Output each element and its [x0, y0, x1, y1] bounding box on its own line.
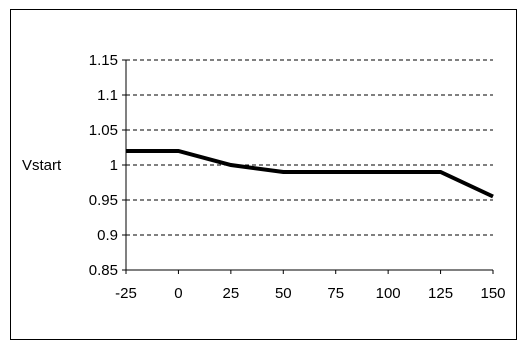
y-tick-label: 0.95 [89, 192, 118, 209]
x-tick-label: 75 [327, 285, 344, 302]
series-line [126, 149, 494, 199]
y-axis-label: Vstart [22, 157, 62, 174]
x-tick-label: 100 [376, 285, 401, 302]
x-tick-label: 150 [480, 285, 505, 302]
x-tick-label: 25 [223, 285, 240, 302]
y-tick-label: 0.9 [97, 227, 118, 244]
y-tick-label: 1.05 [89, 122, 118, 139]
y-tick-label: 0.85 [89, 262, 118, 279]
x-tick-label: 50 [275, 285, 292, 302]
y-tick-label: 1.1 [97, 87, 118, 104]
x-tick-label: -25 [115, 285, 137, 302]
chart-frame [10, 9, 517, 340]
y-tick-labels: 0.85 0.9 0.95 1 1.05 1.1 1.15 [89, 52, 118, 279]
y-tick-label: 1.15 [89, 52, 118, 69]
x-tick-label: 125 [428, 285, 453, 302]
axes [122, 59, 494, 274]
gridlines [126, 59, 493, 236]
y-tick-label: 1 [110, 157, 118, 174]
series-layer [125, 149, 494, 199]
x-tick-labels: -25 0 25 50 75 100 125 150 [115, 285, 505, 302]
x-tick-label: 0 [174, 285, 182, 302]
